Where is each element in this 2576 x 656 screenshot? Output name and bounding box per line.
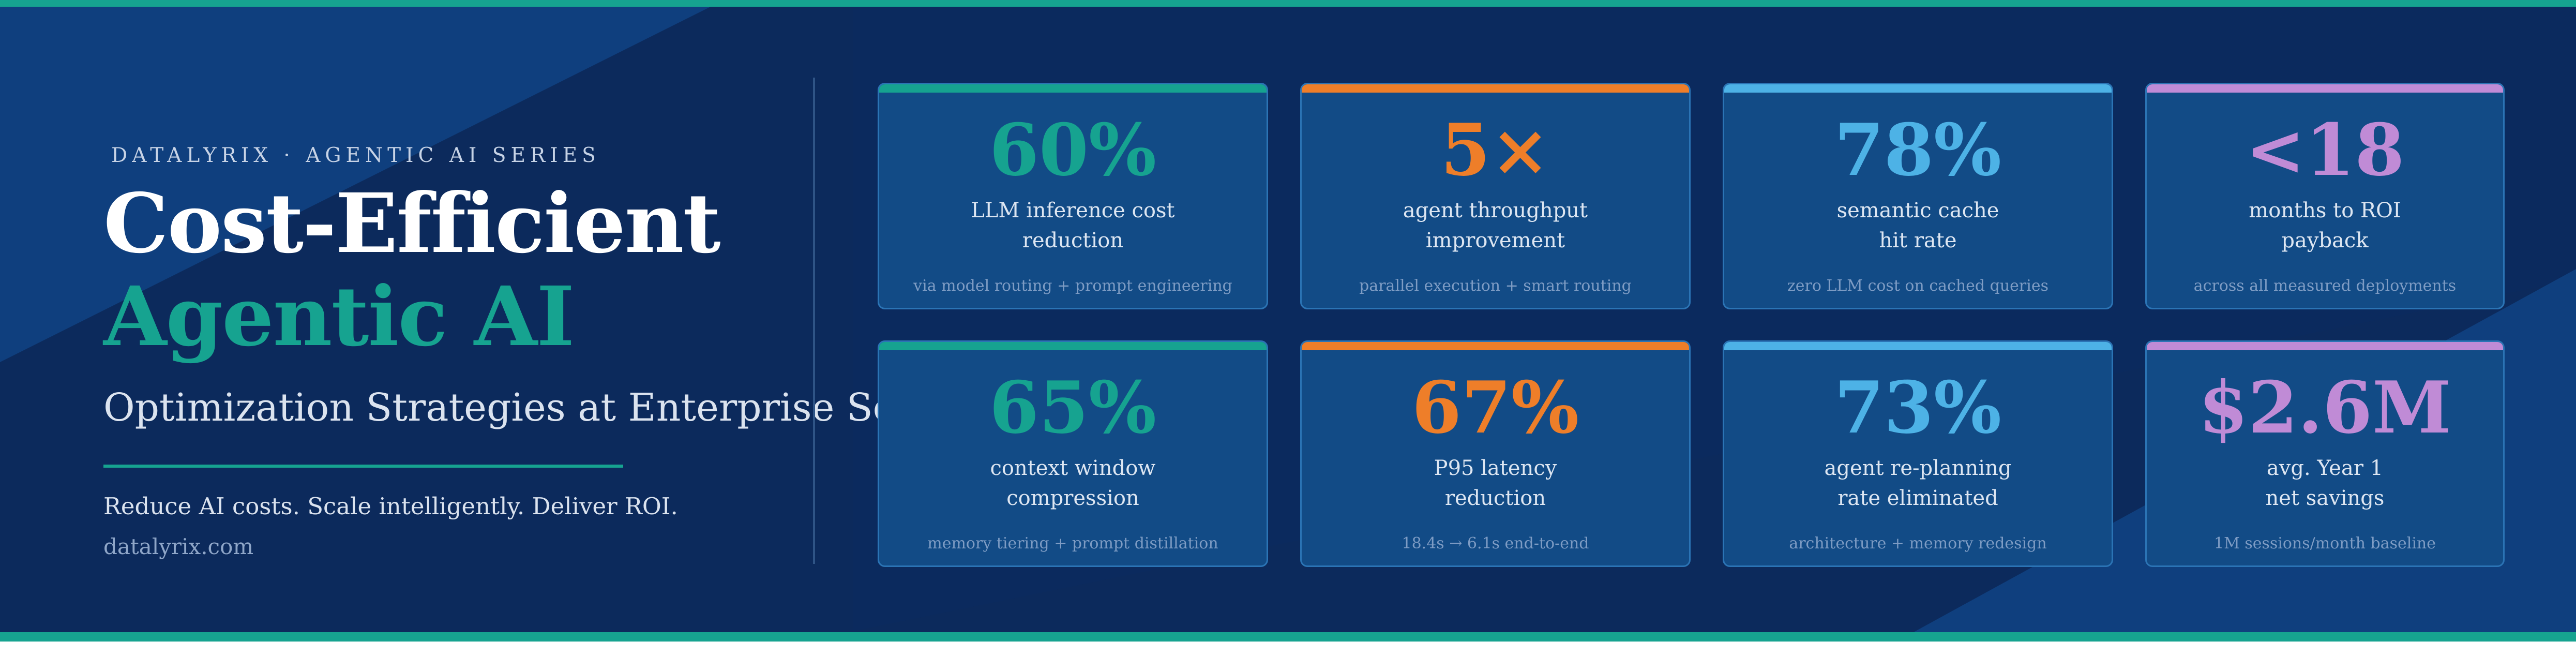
- page-subtitle: Optimization Strategies at Enterprise Sc…: [103, 385, 952, 430]
- stat-card: 60% LLM inference cost reduction via mode…: [878, 83, 1268, 309]
- tagline: Reduce AI costs. Scale intelligently. De…: [103, 493, 678, 520]
- top-accent-rule: [0, 0, 2576, 7]
- stat-label: months to ROI payback: [2249, 199, 2401, 252]
- subtitle-underline: [103, 465, 623, 468]
- stat-label: LLM inference cost reduction: [971, 199, 1175, 252]
- section-divider: [813, 78, 815, 564]
- card-accent-bar: [1302, 84, 1689, 93]
- stat-note: 1M sessions/month baseline: [2213, 534, 2436, 553]
- stat-value: 67%: [1411, 365, 1579, 450]
- card-accent-bar: [1302, 342, 1689, 350]
- card-accent-bar: [879, 84, 1267, 93]
- stat-value: <18: [2245, 108, 2405, 192]
- page-title-line2: Agentic AI: [103, 269, 575, 365]
- stat-card: $2.6M avg. Year 1 net savings 1M sessions…: [2145, 340, 2505, 567]
- stat-note: parallel execution + smart routing: [1359, 277, 1632, 295]
- bottom-accent-rule: [0, 632, 2576, 642]
- stat-value: 78%: [1834, 108, 2002, 192]
- card-accent-bar: [2147, 84, 2503, 93]
- website-link[interactable]: datalyrix.com: [103, 534, 254, 559]
- stat-note: architecture + memory redesign: [1789, 534, 2047, 553]
- stat-value: 65%: [989, 365, 1157, 450]
- stat-label: semantic cache hit rate: [1836, 199, 1999, 252]
- stat-value: $2.6M: [2198, 365, 2451, 450]
- stat-card: 73% agent re-planning rate eliminated arc…: [1723, 340, 2113, 567]
- series-label: DATALYRIX · AGENTIC AI SERIES: [111, 144, 600, 167]
- card-accent-bar: [879, 342, 1267, 350]
- stat-card: 65% context window compression memory tie…: [878, 340, 1268, 567]
- stat-note: across all measured deployments: [2193, 277, 2457, 295]
- bottom-margin: [0, 642, 2576, 656]
- card-accent-bar: [1724, 342, 2112, 350]
- stat-value: 73%: [1834, 365, 2002, 450]
- stat-note: via model routing + prompt engineering: [913, 277, 1232, 295]
- stat-card: 67% P95 latency reduction 18.4s → 6.1s en…: [1300, 340, 1691, 567]
- stat-card: 5× agent throughput improvement parallel …: [1300, 83, 1691, 309]
- stat-card: <18 months to ROI payback across all meas…: [2145, 83, 2505, 309]
- stat-note: 18.4s → 6.1s end-to-end: [1402, 534, 1589, 553]
- page-title-line1: Cost-Efficient: [103, 176, 721, 272]
- stat-label: agent re-planning rate eliminated: [1824, 456, 2012, 510]
- stat-value: 5×: [1440, 108, 1550, 192]
- stat-value: 60%: [989, 108, 1157, 192]
- stat-label: agent throughput improvement: [1403, 199, 1588, 252]
- stat-note: memory tiering + prompt distillation: [927, 534, 1218, 553]
- card-accent-bar: [2147, 342, 2503, 350]
- stat-label: context window compression: [990, 456, 1156, 510]
- card-accent-bar: [1724, 84, 2112, 93]
- stat-label: avg. Year 1 net savings: [2265, 456, 2385, 510]
- stat-label: P95 latency reduction: [1434, 456, 1557, 510]
- stat-card: 78% semantic cache hit rate zero LLM cost…: [1723, 83, 2113, 309]
- stat-note: zero LLM cost on cached queries: [1787, 277, 2049, 295]
